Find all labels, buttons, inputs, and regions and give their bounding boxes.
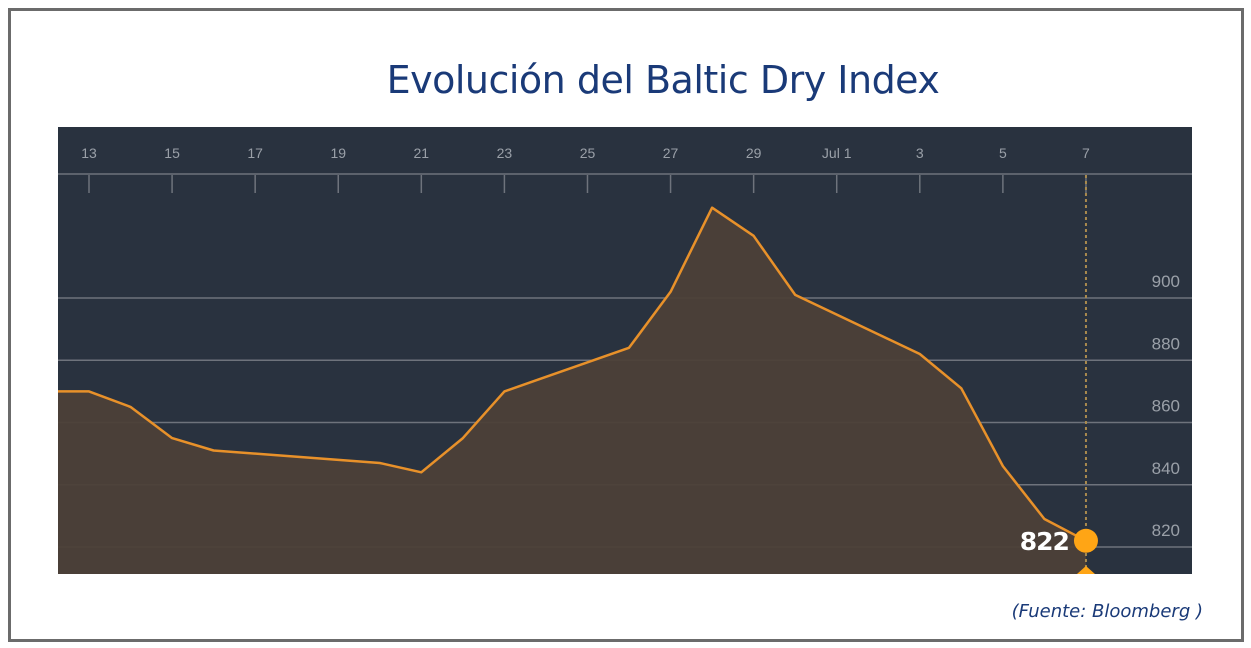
y-tick-label: 840 <box>1152 459 1180 478</box>
x-tick-label: 13 <box>81 145 97 161</box>
x-tick-label: 17 <box>247 145 263 161</box>
data-line <box>58 206 1087 542</box>
x-tick-label: 21 <box>414 145 430 161</box>
y-axis: 820 840 860 880 900 <box>1152 272 1180 540</box>
x-tick-label: 27 <box>663 145 679 161</box>
x-tick-label: 3 <box>916 145 924 161</box>
plot-svg: 13 15 17 19 21 23 25 27 29 Jul 1 3 5 7 820 840 860 880 9… <box>58 145 1192 574</box>
area-fill <box>58 207 1086 574</box>
y-tick-label: 900 <box>1152 272 1180 291</box>
y-tick-label: 860 <box>1152 397 1180 416</box>
x-tick-label: 15 <box>164 145 180 161</box>
x-tick-label: 29 <box>746 145 762 161</box>
x-axis: 13 15 17 19 21 23 25 27 29 Jul 1 3 5 7 <box>58 145 1192 193</box>
last-value-marker[interactable] <box>1073 528 1098 553</box>
x-tick-label: 23 <box>497 145 513 161</box>
chart-title: Evolución del Baltic Dry Index <box>386 58 940 102</box>
y-tick-label: 820 <box>1152 521 1180 540</box>
x-tick-label: 19 <box>330 145 346 161</box>
source-caption: (Fuente: Bloomberg ) <box>1011 601 1203 622</box>
last-value-label: 822 <box>1020 527 1069 556</box>
x-tick-label: 5 <box>999 145 1007 161</box>
x-tick-label: 25 <box>580 145 596 161</box>
crosshair-marker-icon <box>1076 566 1095 574</box>
y-tick-label: 880 <box>1152 334 1180 353</box>
x-tick-label: Jul 1 <box>822 145 852 161</box>
x-tick-label: 7 <box>1082 145 1090 161</box>
chart-area: 13 15 17 19 21 23 25 27 29 Jul 1 3 5 7 820 840 860 880 9… <box>58 127 1192 574</box>
